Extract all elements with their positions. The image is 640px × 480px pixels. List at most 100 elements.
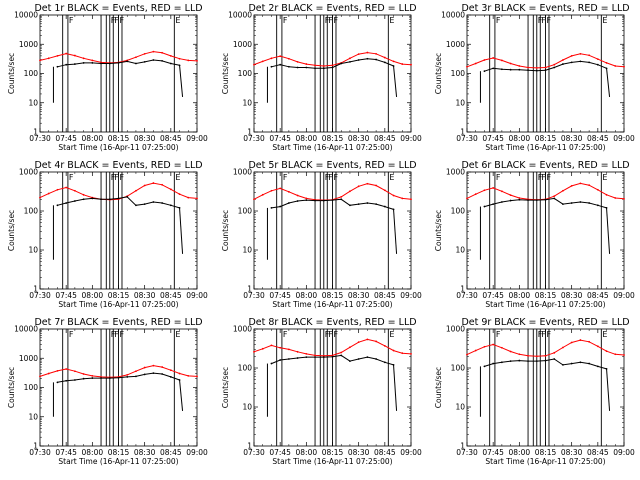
- lld-data-point: [196, 59, 198, 62]
- panel-title: Det 6r BLACK = Events, RED = LLD: [461, 160, 629, 171]
- y-tick-label: 10: [28, 412, 38, 421]
- lld-data-point: [509, 62, 512, 65]
- events-data-point: [349, 360, 351, 363]
- events-data-point: [509, 68, 512, 71]
- events-dropoff-end: [606, 207, 611, 254]
- y-tick-label: 10: [455, 98, 465, 107]
- lld-data-point: [518, 353, 521, 356]
- y-tick-label: 10: [455, 246, 465, 255]
- events-data-point: [535, 360, 538, 363]
- events-data-point: [270, 65, 273, 68]
- events-data-point: [108, 377, 111, 379]
- lld-data-point: [562, 189, 564, 192]
- x-axis-title: Start Time (16-Apr-11 07:25:00): [485, 457, 605, 466]
- lld-data-point: [305, 197, 308, 200]
- x-tick-label: 08:45: [160, 134, 182, 143]
- events-data-point: [357, 203, 360, 206]
- x-tick-label: 09:00: [400, 448, 422, 457]
- lld-data-point: [466, 353, 468, 356]
- events-data-point: [553, 197, 556, 200]
- lld-data-point: [296, 350, 299, 353]
- x-tick-label: 08:30: [561, 448, 583, 457]
- y-tick-label: 100: [238, 207, 253, 216]
- lld-data-point: [91, 59, 94, 62]
- lld-data-point: [588, 54, 591, 57]
- events-data-point: [91, 377, 94, 379]
- events-data-point: [596, 365, 599, 368]
- events-data-point: [553, 358, 556, 360]
- lld-data-point: [500, 59, 503, 62]
- detector-panel: Det 5r BLACK = Events, RED = LLD 07:30 07:…: [221, 160, 422, 309]
- flag-label: E: [389, 330, 394, 339]
- flag-label: F: [334, 173, 339, 182]
- y-axis-title: Counts/sec: [434, 367, 443, 408]
- lld-data-point: [579, 182, 582, 185]
- events-data-point: [588, 61, 591, 64]
- x-tick-label: 08:15: [535, 134, 557, 143]
- flag-label: F: [111, 16, 116, 25]
- lld-data-point: [614, 353, 617, 356]
- events-data-point: [366, 356, 369, 359]
- lld-data-point: [322, 354, 325, 357]
- lld-data-point: [135, 370, 137, 373]
- panel-title: Det 1r BLACK = Events, RED = LLD: [34, 3, 202, 14]
- x-tick-label: 09:00: [400, 291, 422, 300]
- x-tick-label: 08:30: [348, 448, 370, 457]
- x-tick-label: 07:45: [269, 291, 291, 300]
- x-tick-label: 07:30: [456, 134, 478, 143]
- lld-data-point: [253, 350, 255, 353]
- events-data-point: [579, 60, 582, 63]
- events-data-point: [135, 204, 137, 207]
- events-data-point: [305, 199, 308, 202]
- flag-label: F: [114, 173, 119, 182]
- x-tick-label: 09:00: [613, 291, 635, 300]
- x-tick-label: 08:00: [509, 291, 531, 300]
- lld-data-point: [614, 65, 617, 67]
- events-data-point: [152, 201, 155, 203]
- detector-panel: Det 8r BLACK = Events, RED = LLD 07:30 07:…: [221, 317, 422, 466]
- x-tick-label: 08:00: [509, 134, 531, 143]
- x-axis-title: Start Time (16-Apr-11 07:25:00): [485, 300, 605, 309]
- flag-label: F: [547, 330, 552, 339]
- lld-data-point: [392, 60, 395, 63]
- lld-data-point: [279, 55, 282, 58]
- flag-label: F: [69, 330, 74, 339]
- events-data-point: [579, 361, 582, 364]
- lld-data-point: [340, 351, 343, 354]
- events-data-point: [500, 68, 503, 71]
- events-data-point: [56, 65, 59, 68]
- detector-panel: Det 6r BLACK = Events, RED = LLD 07:30 07:…: [434, 160, 635, 309]
- lld-data-point: [401, 63, 404, 65]
- flag-label: F: [334, 330, 339, 339]
- x-tick-label: 08:00: [296, 134, 318, 143]
- panel-title: Det 7r BLACK = Events, RED = LLD: [34, 317, 202, 328]
- events-data-point: [544, 198, 547, 201]
- y-tick-label: 100: [451, 69, 466, 78]
- lld-data-point: [562, 59, 564, 61]
- flag-label: E: [602, 330, 607, 339]
- lld-data-point: [544, 354, 547, 357]
- events-data-point: [135, 62, 137, 65]
- events-data-point: [73, 379, 76, 381]
- y-tick-label: 100: [24, 207, 39, 216]
- lld-data-point: [187, 196, 190, 199]
- y-tick-label: 1: [247, 285, 252, 294]
- lld-data-point: [91, 374, 94, 377]
- lld-data-point: [614, 197, 617, 199]
- lld-data-point: [483, 189, 486, 192]
- flag-label: F: [111, 330, 116, 339]
- events-data-point: [322, 67, 325, 70]
- x-tick-label: 07:45: [55, 134, 77, 143]
- lld-data-point: [392, 349, 395, 352]
- x-tick-label: 07:30: [456, 291, 478, 300]
- x-tick-label: 08:15: [108, 134, 130, 143]
- y-tick-label: 10000: [441, 11, 465, 20]
- events-data-point: [296, 66, 299, 69]
- events-dropoff-end: [179, 65, 184, 97]
- lld-data-point: [39, 375, 41, 378]
- events-data-point: [126, 376, 129, 378]
- lld-data-point: [588, 340, 591, 343]
- lld-data-point: [392, 194, 395, 197]
- events-data-point: [483, 205, 486, 208]
- flag-label: F: [283, 173, 288, 182]
